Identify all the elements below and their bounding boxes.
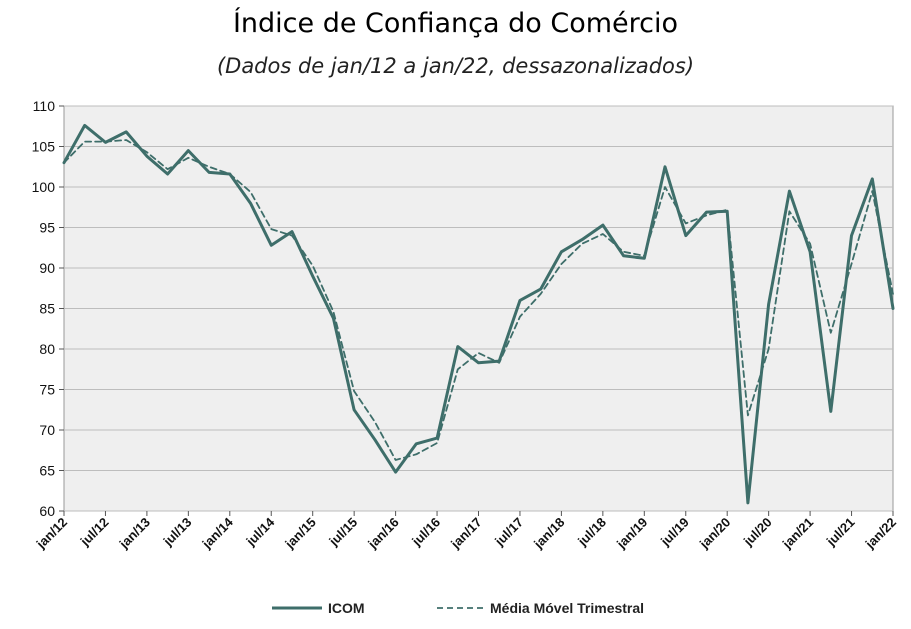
x-tick-label: jan/14 <box>199 514 237 552</box>
y-tick-label: 110 <box>33 98 56 114</box>
series-icom-line <box>62 123 895 505</box>
x-tick-label: jan/22 <box>862 515 899 552</box>
x-tick-label: jan/12 <box>33 515 70 552</box>
x-tick-label: jan/13 <box>116 515 153 552</box>
y-tick-label: 90 <box>39 260 55 276</box>
y-tick-label: 75 <box>39 382 55 398</box>
y-tick-label: 100 <box>32 179 56 195</box>
x-tick-label: jul/13 <box>160 515 195 550</box>
x-tick-label: jan/19 <box>613 515 650 552</box>
y-tick-label: 70 <box>39 422 55 438</box>
chart-title: Índice de Confiança do Comércio <box>232 8 679 39</box>
y-tick-label: 95 <box>39 220 55 236</box>
x-tick-label: jul/21 <box>823 515 858 550</box>
x-tick-label: jul/18 <box>574 515 609 550</box>
x-tick-label: jul/15 <box>325 515 360 550</box>
x-tick-label: jul/17 <box>491 515 526 550</box>
legend-icom-label: ICOM <box>328 600 365 616</box>
legend-media-label: Média Móvel Trimestral <box>490 600 644 616</box>
x-tick-label: jan/17 <box>447 515 484 552</box>
x-tick-label: jan/15 <box>281 515 318 552</box>
x-tick-label: jan/18 <box>530 515 567 552</box>
x-tick-label: jan/21 <box>779 515 816 552</box>
x-tick-label: jul/20 <box>740 515 775 550</box>
x-tick-label: jul/16 <box>408 515 443 550</box>
x-tick-label: jul/14 <box>243 514 278 549</box>
x-tick-label: jul/19 <box>657 515 692 550</box>
y-tick-label: 85 <box>39 301 55 317</box>
x-tick-label: jan/20 <box>696 515 733 552</box>
x-tick-label: jul/12 <box>77 515 112 550</box>
x-tick-label: jan/16 <box>364 515 401 552</box>
chart-subtitle: (Dados de jan/12 a jan/22, dessazonaliza… <box>216 54 695 78</box>
y-tick-label: 60 <box>39 503 55 519</box>
y-tick-label: 80 <box>39 341 55 357</box>
y-tick-label: 105 <box>32 139 56 155</box>
y-tick-label: 65 <box>39 463 55 479</box>
